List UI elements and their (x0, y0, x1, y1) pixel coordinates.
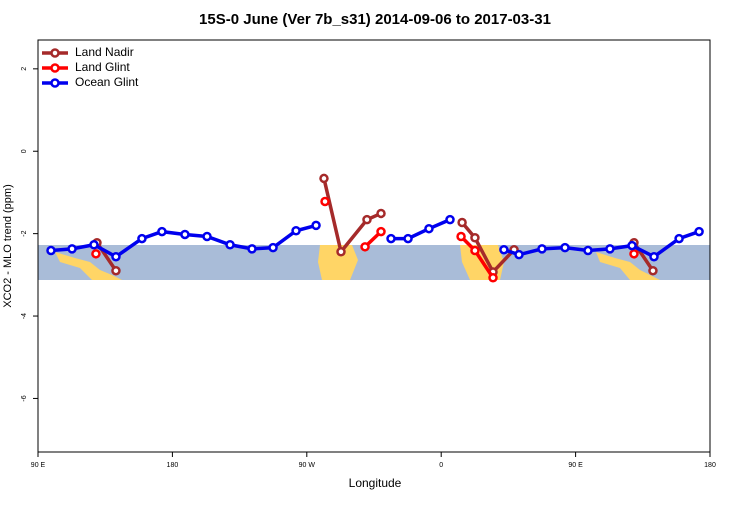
data-point (488, 272, 498, 283)
plot-frame (37, 39, 711, 453)
y-tick-label: -4 (21, 313, 28, 319)
data-point (376, 208, 386, 219)
legend-marker (50, 78, 60, 88)
data-point (336, 247, 346, 257)
x-tick-label: 180 (704, 462, 716, 469)
x-tick-label: 90 E (568, 462, 583, 469)
data-point (67, 244, 77, 254)
x-tick-label: 180 (167, 462, 179, 469)
legend-marker (50, 48, 60, 58)
data-point (111, 251, 121, 262)
chart-title: 15S-0 June (Ver 7b_s31) 2014-09-06 to 20… (199, 11, 551, 28)
data-point (514, 249, 524, 260)
x-tick-label: 90 E (31, 462, 46, 469)
data-point (89, 240, 99, 250)
data-point (605, 244, 615, 254)
data-point (629, 249, 639, 259)
data-point (445, 214, 455, 225)
legend-marker (50, 63, 60, 73)
data-point (456, 231, 466, 242)
data-point (537, 244, 547, 254)
y-axis-label: XCO2 - MLO trend (ppm) (2, 184, 14, 307)
data-point (111, 265, 121, 276)
y-tick-label: 2 (21, 67, 28, 71)
data-point (424, 223, 434, 234)
data-point (247, 244, 257, 254)
data-point (649, 251, 659, 262)
data-point (46, 245, 56, 256)
data-point (674, 233, 684, 244)
x-tick-label: 0 (439, 462, 443, 469)
data-point (202, 231, 212, 242)
data-point (648, 265, 658, 276)
data-point (386, 233, 396, 244)
data-point (180, 229, 190, 240)
data-point (268, 242, 278, 253)
data-point (583, 245, 593, 256)
data-point (320, 196, 330, 207)
data-point (457, 217, 467, 228)
legend-label: Land Nadir (75, 45, 134, 59)
y-tick-label: -6 (21, 395, 28, 401)
data-point (560, 242, 570, 253)
data-point (291, 226, 301, 236)
series-line (95, 178, 655, 275)
data-point (376, 226, 386, 237)
x-axis-label: Longitude (349, 476, 402, 490)
data-point (362, 214, 372, 225)
data-point (360, 242, 370, 252)
x-tick-label: 90 W (299, 462, 316, 469)
legend-label: Land Glint (75, 60, 130, 74)
data-point (499, 244, 509, 255)
data-point (694, 226, 704, 237)
data-point (311, 220, 321, 231)
data-point (91, 249, 101, 259)
data-point (319, 173, 329, 184)
data-point (627, 240, 637, 251)
y-tick-label: -2 (21, 230, 28, 236)
data-point (157, 226, 167, 237)
y-tick-label: 0 (21, 149, 28, 153)
data-point (137, 233, 147, 244)
data-point (403, 233, 413, 244)
data-point (470, 245, 480, 256)
data-point (470, 233, 480, 243)
legend-label: Ocean Glint (75, 75, 139, 89)
data-point (225, 240, 235, 250)
